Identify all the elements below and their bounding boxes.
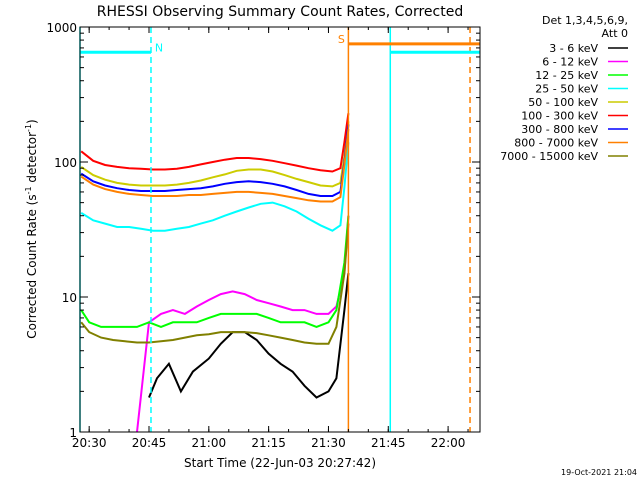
- flag-label: S: [338, 33, 345, 46]
- x-axis-label: Start Time (22-Jun-03 20:27:42): [184, 456, 376, 470]
- legend-title: Det 1,3,4,5,6,9,Att 0: [542, 14, 628, 40]
- x-tick-label: 21:15: [251, 436, 286, 450]
- y-tick-label: 1: [69, 426, 77, 440]
- y-tick-label: 1000: [46, 21, 77, 35]
- x-tick-label: 21:45: [371, 436, 406, 450]
- series-line: [80, 223, 350, 345]
- y-tick-label: 100: [54, 156, 77, 170]
- legend-label: 300 - 800 keV: [521, 123, 598, 136]
- legend-title-line: Det 1,3,4,5,6,9,: [542, 14, 628, 27]
- timestamp: 19-Oct-2021 21:04: [561, 468, 637, 477]
- legend-label: 800 - 7000 keV: [514, 137, 598, 150]
- x-tick-label: 20:45: [132, 436, 167, 450]
- x-tick-label: 22:00: [431, 436, 466, 450]
- legend-title-line: Att 0: [602, 27, 628, 40]
- legend-label: 25 - 50 keV: [535, 83, 598, 96]
- x-tick-label: 20:30: [72, 436, 107, 450]
- series-line: [80, 121, 350, 188]
- series-line: [80, 129, 350, 203]
- legend-label: 50 - 100 keV: [528, 96, 598, 109]
- series-line: [148, 273, 350, 399]
- legend-label: 7000 - 15000 keV: [500, 150, 598, 163]
- x-axis: 20:30 20:45 21:00 21:15 21:30 21:45 22:00: [72, 27, 469, 450]
- series-line: [80, 215, 350, 328]
- legend-label: 6 - 12 keV: [542, 56, 598, 69]
- x-tick-label: 21:30: [311, 436, 346, 450]
- series-line: [80, 124, 350, 197]
- y-axis-label: Corrected Count Rate (s-1 detector-1): [24, 119, 39, 338]
- series-line: [80, 142, 350, 232]
- series-layer: [80, 113, 350, 433]
- legend-label: 100 - 300 keV: [521, 110, 598, 123]
- y-tick-label: 10: [62, 291, 77, 305]
- series-line: [136, 215, 350, 433]
- chart-title: RHESSI Observing Summary Count Rates, Co…: [97, 4, 463, 20]
- legend-label: 3 - 6 keV: [549, 42, 598, 55]
- flag-label: N: [155, 41, 163, 54]
- x-tick-label: 21:00: [192, 436, 227, 450]
- series-line: [80, 113, 350, 173]
- legend-label: 12 - 25 keV: [535, 69, 598, 82]
- y-axis: 1 10 100 1000: [46, 21, 480, 440]
- plot-frame: [79, 26, 481, 433]
